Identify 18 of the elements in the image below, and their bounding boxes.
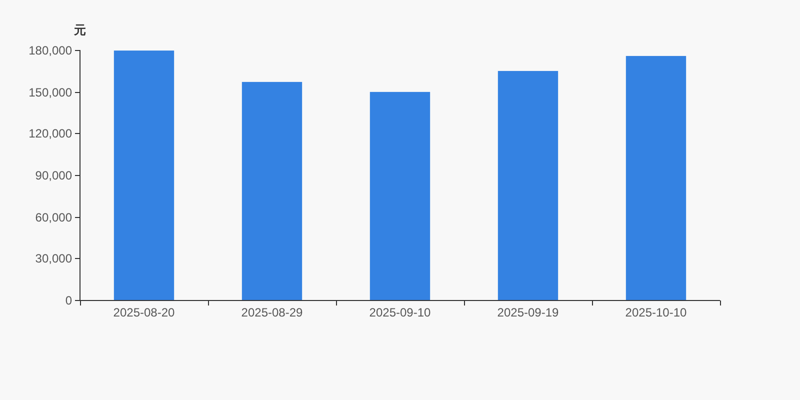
y-tick-label: 150,000	[28, 86, 72, 100]
bar	[498, 70, 558, 300]
x-tick-label: 2025-08-29	[241, 306, 304, 320]
x-tick-label: 2025-09-19	[497, 306, 560, 320]
y-tick-label: 120,000	[28, 126, 72, 140]
y-tick-label: 0	[65, 294, 72, 308]
y-tick-label: 60,000	[35, 210, 72, 224]
y-axis-title: 元	[73, 23, 86, 37]
y-tick-label: 180,000	[28, 44, 72, 58]
bar	[626, 56, 686, 300]
y-tick-label: 90,000	[35, 168, 72, 182]
x-tick-label: 2025-09-10	[369, 306, 432, 320]
bar	[114, 50, 174, 300]
bar	[242, 82, 302, 300]
y-tick-label: 30,000	[35, 252, 72, 266]
x-tick-label: 2025-10-10	[625, 306, 688, 320]
x-tick-label: 2025-08-20	[113, 306, 176, 320]
bar	[370, 92, 430, 300]
